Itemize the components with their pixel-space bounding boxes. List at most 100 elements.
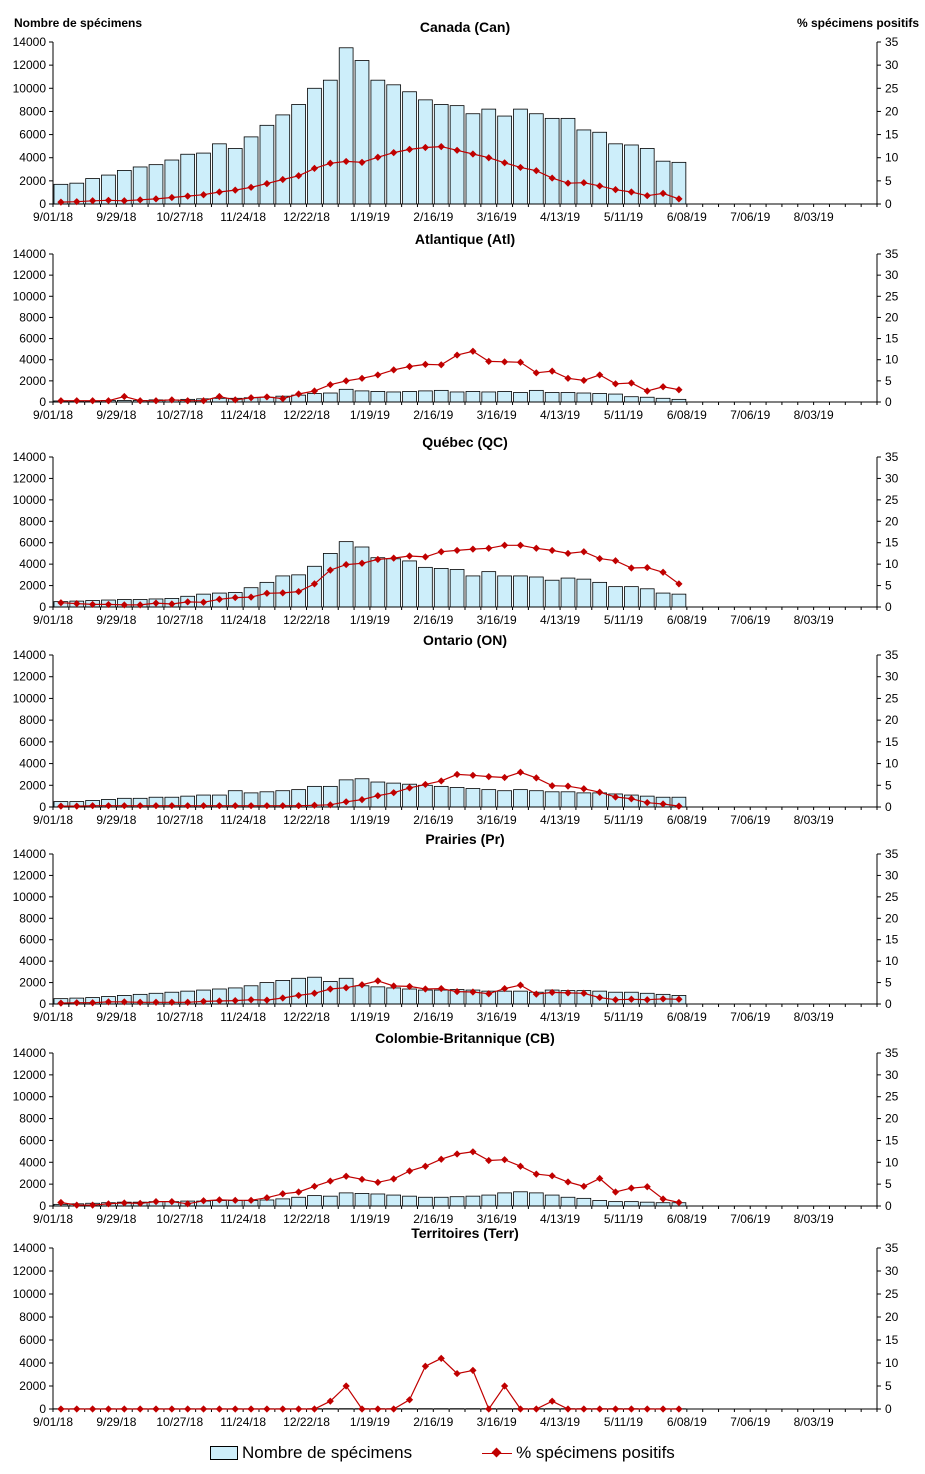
bar: [433, 568, 449, 608]
percent-point: [89, 802, 97, 810]
percent-point: [184, 1200, 192, 1208]
percent-point: [485, 773, 493, 781]
x-tick-label: 2/16/19: [413, 613, 453, 627]
percent-point: [326, 985, 334, 993]
percent-point: [374, 153, 382, 161]
bar: [386, 987, 402, 1005]
percent-point: [564, 1178, 572, 1186]
x-tick-label: 7/06/19: [730, 1415, 770, 1429]
percent-point: [627, 1405, 635, 1413]
percent-point: [532, 167, 540, 175]
bar: [259, 124, 275, 205]
y-tick-label-right: 20: [885, 310, 899, 324]
x-tick-label: 5/11/19: [604, 408, 643, 422]
bar: [402, 988, 417, 1005]
bar: [370, 391, 386, 403]
x-tick-label: 10/27/18: [156, 210, 203, 224]
percent-point: [580, 785, 588, 793]
percent-line: [60, 544, 680, 606]
bar: [291, 104, 306, 205]
chart-panel: Ontario (ON) 0 2000 4000 6000 8000 10000 12000 1…: [13, 632, 899, 827]
percent-point: [215, 1196, 223, 1204]
percent-point: [231, 996, 239, 1005]
y-tick-label-left: 6000: [19, 128, 46, 142]
percent-point: [611, 996, 620, 1004]
percent-point: [564, 1405, 572, 1413]
chart-title: Canada (Can): [420, 19, 510, 35]
percent-point: [501, 773, 509, 782]
x-tick-label: 1/19/19: [350, 210, 390, 224]
y-tick-label-left: 4000: [19, 557, 46, 571]
bar: [624, 396, 639, 403]
y-tick-label-right: 30: [885, 471, 899, 485]
percent-point: [57, 599, 65, 607]
percent-point: [342, 798, 350, 806]
percent-point: [437, 984, 445, 993]
percent-point: [501, 541, 509, 549]
percent-point: [453, 770, 461, 779]
bar: [576, 578, 592, 608]
percent-point: [421, 1362, 429, 1370]
bar: [291, 977, 306, 1005]
y-tick-label-left: 12000: [13, 268, 47, 282]
x-tick-label: 8/03/19: [794, 1415, 834, 1429]
percent-point: [627, 795, 635, 803]
percent-point: [659, 568, 667, 576]
percent-point: [89, 197, 97, 205]
bar: [592, 131, 608, 205]
bar: [497, 1192, 512, 1207]
y-tick-label-left: 2000: [19, 778, 46, 792]
y-tick-label-right: 10: [885, 353, 899, 367]
y-tick-label-right: 35: [885, 247, 899, 261]
bar: [465, 1195, 481, 1207]
percent-point: [136, 601, 144, 609]
percent-point: [104, 1200, 113, 1208]
percent-point: [548, 546, 556, 555]
bar: [338, 47, 354, 205]
y-tick-label-left: 10000: [13, 81, 47, 95]
y-tick-label-left: 8000: [19, 1112, 46, 1126]
percent-point: [358, 1175, 366, 1183]
percent-point: [263, 589, 271, 597]
x-tick-label: 4/13/19: [540, 813, 580, 827]
percent-point: [469, 771, 477, 779]
percent-point: [421, 553, 429, 561]
percent-point: [469, 1366, 477, 1374]
percent-point: [548, 1172, 556, 1180]
chart-title: Prairies (Pr): [425, 831, 504, 847]
x-tick-label: 12/22/18: [283, 408, 330, 422]
percent-point: [57, 1405, 65, 1413]
bar: [576, 129, 592, 205]
bar: [544, 791, 560, 808]
percent-point: [453, 146, 461, 154]
percent-point: [358, 796, 366, 804]
percent-point: [279, 175, 287, 184]
y-tick-label-left: 12000: [13, 58, 47, 72]
percent-point: [152, 599, 160, 607]
percent-point: [643, 387, 651, 395]
percent-point: [627, 995, 635, 1003]
percent-point: [659, 1195, 667, 1203]
percent-point: [73, 599, 81, 608]
percent-point: [73, 1405, 81, 1413]
y-tick-label-right: 25: [885, 890, 899, 904]
percent-point: [643, 799, 651, 807]
bar: [481, 789, 497, 808]
percent-point: [532, 774, 540, 782]
x-tick-label: 7/06/19: [730, 408, 770, 422]
percent-point: [279, 802, 287, 810]
percent-point: [548, 367, 556, 375]
bar: [528, 389, 544, 403]
percent-point: [136, 196, 144, 204]
percent-point: [580, 1405, 588, 1413]
percent-point: [57, 397, 65, 405]
x-tick-label: 6/08/19: [667, 813, 707, 827]
bar: [402, 560, 417, 608]
percent-point: [611, 1188, 620, 1196]
y-tick-label-right: 30: [885, 868, 899, 882]
x-tick-label: 1/19/19: [350, 613, 390, 627]
percent-point: [247, 1196, 255, 1204]
percent-point: [659, 189, 667, 197]
percent-point: [405, 362, 414, 371]
chart-panel: Colombie-Britannique (CB) 0 2000 4000 6000 80…: [13, 1030, 899, 1226]
